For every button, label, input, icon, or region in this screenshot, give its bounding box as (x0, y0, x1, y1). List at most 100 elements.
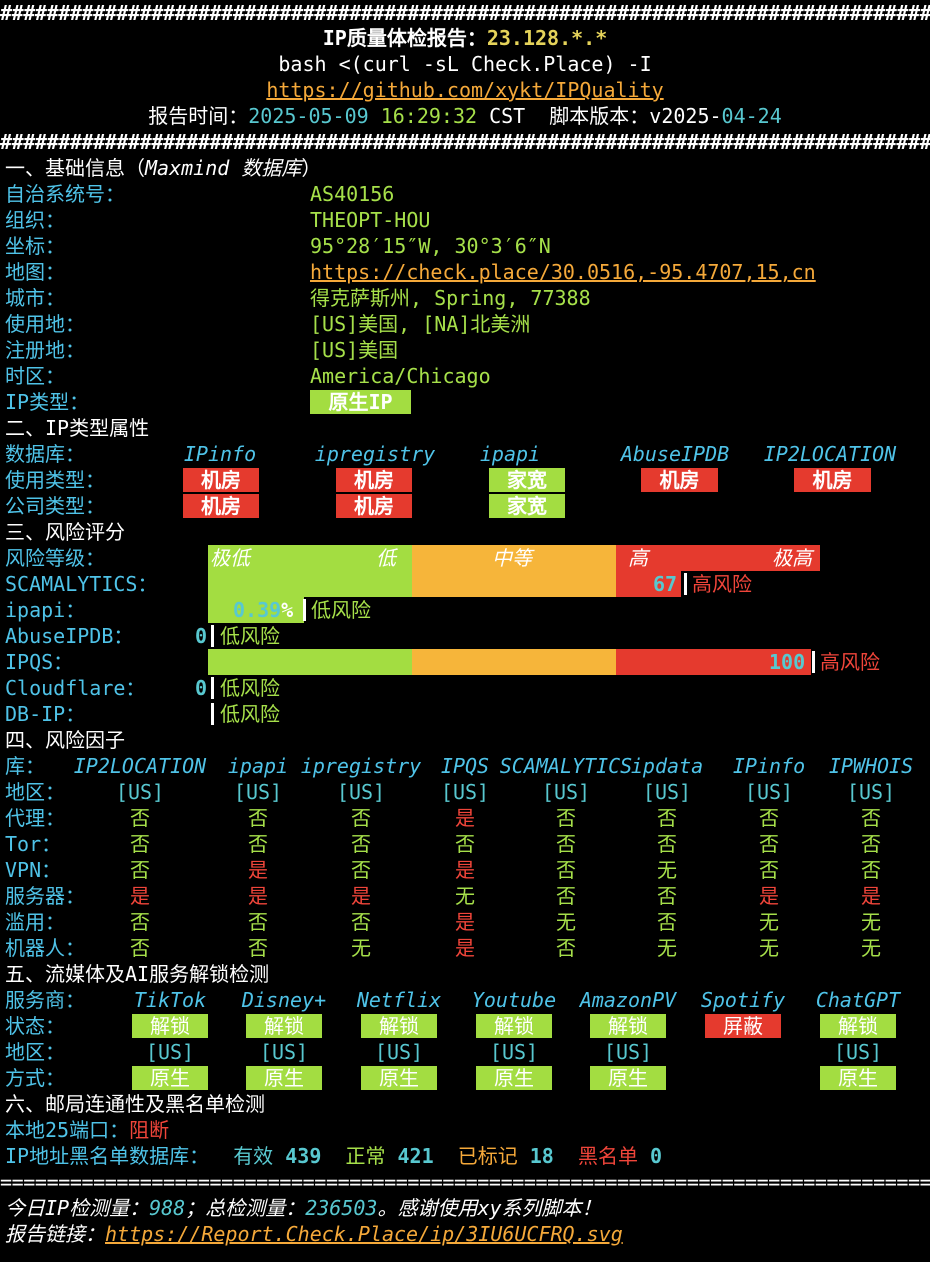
factor-cell: 否 (861, 858, 881, 882)
factor-db-ipwhois: IPWHOIS (828, 754, 914, 778)
factor-cell: 否 (130, 910, 150, 934)
factor-cell: 否 (657, 806, 677, 830)
port25-row: 本地25端口：阻断 (5, 1117, 169, 1143)
provider-youtube: Youtube (471, 988, 557, 1012)
city-value: 得克萨斯州, Spring, 77388 (310, 286, 591, 310)
factor-db-ipdata: ipdata (630, 754, 704, 778)
usage-place-value: [US]美国, [NA]北美洲 (310, 312, 531, 336)
factor-row-label: 滥用： (5, 910, 65, 934)
company-ipapi-badge: 家宽 (489, 494, 565, 518)
provider-disney: Disney+ (241, 988, 327, 1012)
map-link[interactable]: https://check.place/30.0516,-95.4707,15,… (310, 260, 816, 284)
factor-db-ipqs: IPQS (440, 754, 490, 778)
report-title: IP质量体检报告：23.128.*.* (0, 25, 930, 51)
dbip-label: DB-IP： (5, 702, 86, 726)
basic-heading-prefix: 一、基础信息（ (5, 156, 145, 180)
version-prefix: v2025- (649, 104, 722, 128)
report-link[interactable]: https://Report.Check.Place/ip/3IU6UCFRQ.… (105, 1222, 623, 1246)
factor-row-label: 机器人： (5, 936, 85, 960)
factor-db-scamalytics: SCAMALYTICS (499, 754, 633, 778)
port25-label: 本地25端口： (5, 1118, 130, 1142)
usage-ipinfo-badge: 机房 (183, 468, 259, 492)
stats-text-3: 。感谢使用xy系列脚本！ (377, 1196, 602, 1220)
usage-ip2location-badge: 机房 (794, 468, 871, 492)
factor-cell: 否 (248, 832, 268, 856)
streaming-heading: 五、流媒体及AI服务解锁检测 (5, 962, 270, 986)
status-badge-chatgpt: 解锁 (820, 1014, 896, 1038)
report-title-text: IP质量体检报告： (322, 26, 487, 50)
iptype-db-ipregistry: ipregistry (314, 442, 436, 466)
method-badge-disney: 原生 (246, 1066, 322, 1090)
factor-cell: 是 (455, 806, 475, 830)
city-label: 城市： (5, 286, 65, 310)
registry-value: [US]美国 (310, 338, 399, 362)
repo-link[interactable]: https://github.com/xykt/IPQuality (266, 78, 664, 102)
bl-valid-label: 有效 (233, 1144, 274, 1168)
factor-cell: 否 (351, 858, 371, 882)
usage-type-label: 使用类型： (5, 468, 105, 492)
method-label: 方式： (5, 1066, 65, 1090)
iptype-db-ipapi: ipapi (479, 442, 541, 466)
ipqs-bar-green (208, 649, 412, 675)
asn-value: AS40156 (310, 182, 395, 206)
factor-cell: 否 (130, 806, 150, 830)
factor-cell: 否 (351, 832, 371, 856)
factor-db-ipapi: ipapi (227, 754, 289, 778)
dbip-separator (211, 703, 214, 725)
abuseipdb-level: 低风险 (220, 624, 280, 648)
factor-cell: 否 (759, 832, 779, 856)
factor-cell: 否 (759, 858, 779, 882)
scamalytics-label: SCAMALYTICS： (5, 572, 158, 596)
method-badge-youtube: 原生 (476, 1066, 552, 1090)
blacklist-label: IP地址黑名单数据库： (5, 1144, 210, 1168)
ip-type-label: IP类型： (5, 390, 90, 414)
region-tiktok: [US] (145, 1040, 195, 1064)
factor-cell: 否 (556, 858, 576, 882)
equals-divider: ========================================… (0, 1170, 930, 1194)
cloudflare-separator (211, 677, 214, 699)
factor-row-label: VPN： (5, 858, 62, 882)
factor-cell: 否 (657, 884, 677, 908)
factor-cell: 否 (556, 936, 576, 960)
timezone-label: 时区： (5, 364, 65, 388)
provider-amazonpv: AmazonPV (579, 988, 677, 1012)
company-ipinfo-badge: 机房 (183, 494, 259, 518)
factor-cell: 无 (351, 936, 371, 960)
provider-chatgpt: ChatGPT (815, 988, 901, 1012)
report-time: 16:29:32 (380, 104, 478, 128)
factor-cell: 否 (861, 832, 881, 856)
stream-region-label: 地区： (5, 1040, 65, 1064)
factor-cell: [US] (440, 780, 490, 804)
ipapi-label: ipapi： (5, 598, 86, 622)
iptype-db-ipinfo: IPinfo (183, 442, 257, 466)
report-tz: CST (489, 104, 526, 128)
report-time-label: 报告时间： (148, 104, 249, 128)
abuseipdb-score: 0 (195, 624, 208, 648)
region-netflix: [US] (374, 1040, 424, 1064)
script-version-label: 脚本版本： (549, 104, 650, 128)
method-badge-amazonpv: 原生 (590, 1066, 666, 1090)
map-label: 地图： (5, 260, 65, 284)
abuseipdb-label: AbuseIPDB： (5, 624, 134, 648)
factor-cell: 是 (455, 858, 475, 882)
ip-type-badge: 原生IP (310, 390, 411, 414)
abuseipdb-separator (211, 625, 214, 647)
status-label: 状态： (5, 1014, 65, 1038)
ipqs-separator (812, 651, 815, 673)
region-amazonpv: [US] (603, 1040, 653, 1064)
factor-cell: [US] (744, 780, 794, 804)
risk-scale-orange (412, 545, 616, 571)
factor-cell: 否 (455, 832, 475, 856)
factor-cell: 无 (861, 936, 881, 960)
risk-heading: 三、风险评分 (5, 520, 125, 544)
stats-row: 今日IP检测量：988；总检测量：236503。感谢使用xy系列脚本！ (5, 1195, 602, 1221)
factor-cell: 否 (556, 806, 576, 830)
factor-cell: 否 (248, 806, 268, 830)
basic-heading-db: Maxmind 数据库 (145, 156, 302, 180)
report-time-row: 报告时间：2025-05-09 16:29:32 CST 脚本版本：v2025-… (0, 103, 930, 129)
factor-cell: 无 (657, 858, 677, 882)
ipqs-score: 100 (769, 650, 806, 674)
factor-cell: 否 (248, 910, 268, 934)
registry-label: 注册地： (5, 338, 85, 362)
ipapi-bar (208, 597, 304, 623)
